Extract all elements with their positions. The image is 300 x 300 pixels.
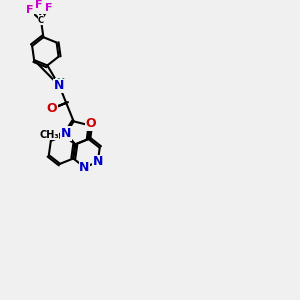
Text: F: F	[45, 3, 52, 13]
Text: F: F	[35, 0, 43, 10]
Text: N: N	[93, 155, 103, 168]
Text: O: O	[85, 117, 96, 130]
Text: CH₃: CH₃	[39, 130, 59, 140]
Text: C: C	[38, 16, 44, 25]
Text: O: O	[46, 102, 57, 115]
Text: N: N	[54, 79, 64, 92]
Text: F: F	[26, 5, 34, 15]
Text: N: N	[79, 161, 90, 174]
Text: N: N	[61, 127, 71, 140]
Text: H: H	[56, 78, 64, 88]
